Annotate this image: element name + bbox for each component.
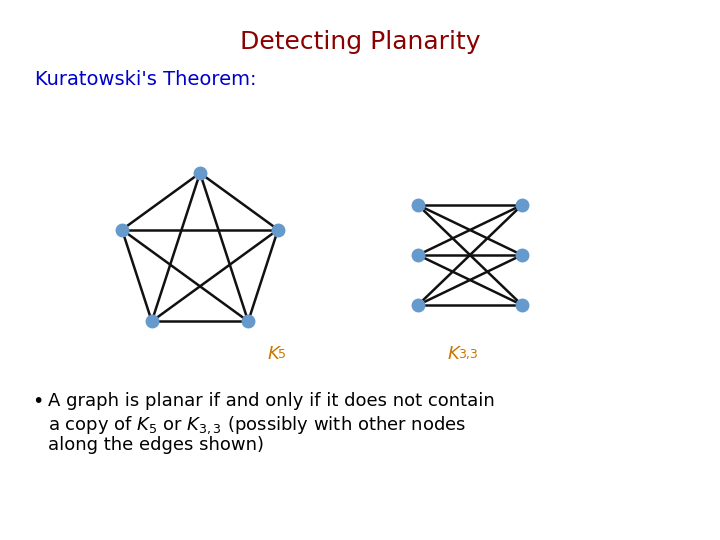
Text: 3,3: 3,3 (458, 348, 478, 361)
Text: •: • (32, 392, 43, 411)
Text: K: K (268, 345, 280, 363)
Text: a copy of $K_5$ or $K_{3,3}$ (possibly with other nodes: a copy of $K_5$ or $K_{3,3}$ (possibly w… (48, 414, 467, 436)
Text: Detecting Planarity: Detecting Planarity (240, 30, 480, 54)
Text: A graph is planar if and only if it does not contain: A graph is planar if and only if it does… (48, 392, 495, 410)
Text: Kuratowski's Theorem:: Kuratowski's Theorem: (35, 70, 256, 89)
Text: K: K (448, 345, 460, 363)
Text: 5: 5 (278, 348, 286, 361)
Text: along the edges shown): along the edges shown) (48, 436, 264, 454)
